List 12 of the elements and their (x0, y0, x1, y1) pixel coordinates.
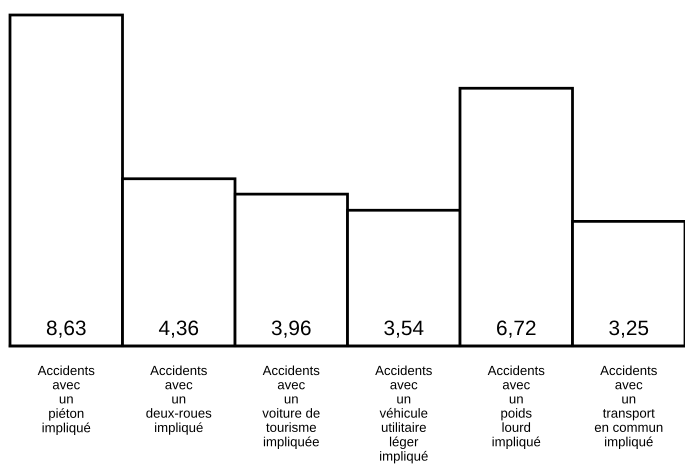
data-label: 3,96 (272, 320, 311, 338)
data-label: 6,72 (497, 320, 536, 338)
x-tick-label: Accidents avec un voiture de tourisme impliquée (262, 365, 320, 449)
data-label: 3,25 (609, 320, 648, 338)
x-tick-label: Accidents avec un véhicule utilitaire léger impliqué (375, 365, 432, 464)
x-tick-label: Accidents avec un poids lourd impliqué (488, 365, 544, 449)
data-label: 3,54 (384, 320, 424, 338)
data-label: 8,63 (46, 320, 86, 338)
x-tick-label: Accidents avec un piéton impliqué (38, 365, 94, 435)
data-label: 4,36 (158, 320, 198, 338)
x-tick-label: Accidents avec un deux-roues impliqué (146, 365, 212, 435)
x-tick-label: Accidents avec un transport en commun impliqué (594, 365, 662, 449)
